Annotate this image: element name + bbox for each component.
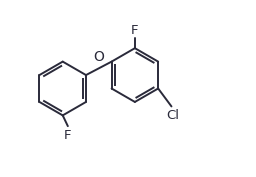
Text: F: F	[131, 24, 139, 37]
Text: Cl: Cl	[166, 110, 179, 122]
Text: O: O	[93, 50, 104, 64]
Text: F: F	[64, 129, 72, 142]
